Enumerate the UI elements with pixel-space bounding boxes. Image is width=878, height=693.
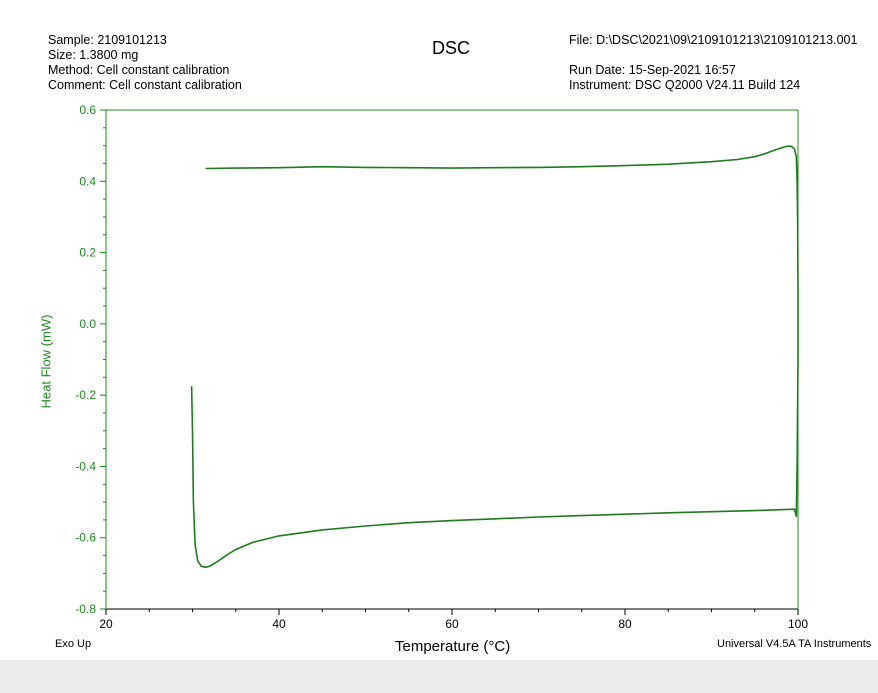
x-tick-label: 80 — [618, 617, 632, 631]
chart-title: DSC — [432, 38, 471, 58]
chart-sheet: Sample: 2109101213 Size: 1.3800 mg Metho… — [0, 0, 878, 660]
x-tick-label: 40 — [272, 617, 286, 631]
x-tick-label: 20 — [99, 617, 113, 631]
run-date-info: Run Date: 15-Sep-2021 16:57 — [569, 63, 736, 77]
y-tick-label: -0.6 — [75, 531, 96, 545]
comment-info: Comment: Cell constant calibration — [48, 78, 242, 92]
y-tick-label: -0.2 — [75, 388, 96, 402]
y-tick-label: 0.2 — [79, 246, 96, 260]
x-tick-label: 60 — [445, 617, 459, 631]
y-tick-label: 0.0 — [79, 317, 96, 331]
heat-flow-curve — [190, 145, 799, 569]
y-tick-label: 0.6 — [79, 103, 96, 117]
size-info: Size: 1.3800 mg — [48, 48, 139, 62]
dsc-plot: -0.8 -0.6 -0.4 -0.2 0.0 0.2 0.4 0.6 20 40 60 80 100 — [75, 103, 808, 631]
exo-up-label: Exo Up — [55, 638, 92, 650]
x-axis-label: Temperature (°C) — [395, 638, 511, 655]
software-label: Universal V4.5A TA Instruments — [717, 638, 872, 650]
y-tick-label: 0.4 — [79, 174, 96, 188]
method-info: Method: Cell constant calibration — [48, 63, 230, 77]
x-tick-label: 100 — [788, 617, 808, 631]
instrument-info: Instrument: DSC Q2000 V24.11 Build 124 — [569, 78, 801, 92]
file-info: File: D:\DSC\2021\09\2109101213\21091012… — [569, 33, 858, 47]
y-tick-label: -0.4 — [75, 459, 96, 473]
sample-info: Sample: 2109101213 — [48, 33, 167, 47]
y-tick-label: -0.8 — [75, 602, 96, 616]
